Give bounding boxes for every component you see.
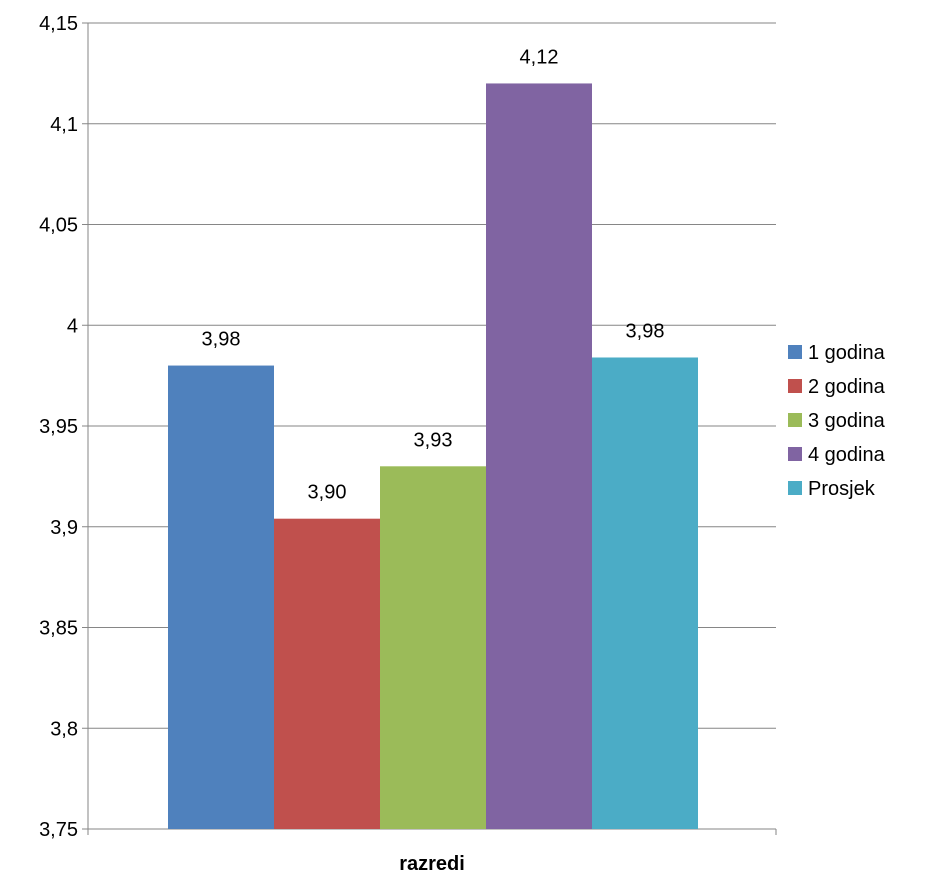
y-tick-label: 4,05: [39, 215, 78, 237]
legend-swatch: [788, 413, 802, 427]
data-label: 3,90: [308, 482, 347, 504]
data-labels: 3,98 3,90 3,93 4,12 3,98: [202, 46, 665, 503]
bar-4-godina: [486, 83, 592, 829]
y-tick-label: 4,15: [39, 13, 78, 35]
y-tick-label: 3,75: [39, 819, 78, 841]
data-label: 3,93: [414, 429, 453, 451]
y-tick-label: 3,9: [50, 517, 78, 539]
legend-swatch: [788, 379, 802, 393]
legend-label: 3 godina: [808, 410, 886, 432]
legend-swatch: [788, 481, 802, 495]
bar-1-godina: [168, 365, 274, 829]
legend-swatch: [788, 345, 802, 359]
y-tick-label: 3,85: [39, 618, 78, 640]
legend-label: 4 godina: [808, 444, 886, 466]
y-tick-label: 3,95: [39, 416, 78, 438]
data-label: 3,98: [626, 320, 665, 342]
y-tick-label: 3,8: [50, 718, 78, 740]
y-tick-label: 4,1: [50, 114, 78, 136]
bar-3-godina: [380, 466, 486, 829]
axes: 3,75 3,8 3,85 3,9 3,95 4 4,05 4,1 4,15: [39, 13, 777, 841]
bar-2-godina: [274, 518, 380, 829]
legend: 1 godina 2 godina 3 godina 4 godina Prosjek: [788, 342, 886, 500]
data-label: 4,12: [520, 46, 559, 68]
y-tick-label: 4: [67, 315, 78, 337]
legend-label: Prosjek: [808, 478, 876, 500]
bar-prosjek: [592, 357, 698, 829]
legend-swatch: [788, 447, 802, 461]
data-label: 3,98: [202, 329, 241, 351]
x-axis-label: razredi: [399, 853, 465, 875]
legend-label: 1 godina: [808, 342, 886, 364]
bars: [168, 83, 698, 829]
legend-label: 2 godina: [808, 376, 886, 398]
